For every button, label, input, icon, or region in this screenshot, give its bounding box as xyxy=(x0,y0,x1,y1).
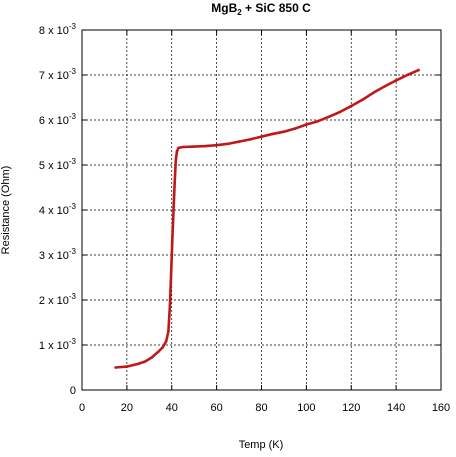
data-point xyxy=(173,181,176,185)
data-point xyxy=(282,130,286,133)
data-point xyxy=(237,140,241,143)
x-tick-label: 140 xyxy=(387,402,405,414)
title-subscript: 2 xyxy=(237,8,242,17)
data-point xyxy=(248,138,252,141)
data-point xyxy=(150,356,153,359)
data-point xyxy=(327,115,331,119)
data-point xyxy=(164,340,168,343)
data-point xyxy=(383,84,387,88)
y-axis-label: Resistance (Ohm) xyxy=(0,166,12,255)
data-point xyxy=(305,123,308,126)
x-tick-label: 40 xyxy=(166,402,178,414)
data-point xyxy=(174,159,178,162)
x-tick-label: 60 xyxy=(211,402,223,414)
series-line xyxy=(114,68,420,369)
data-point xyxy=(136,362,140,366)
y-tick-label: 0 xyxy=(70,385,76,397)
data-point xyxy=(394,79,398,82)
data-point xyxy=(417,68,420,72)
data-point xyxy=(192,145,196,148)
data-point xyxy=(172,208,175,212)
title-main: MgB xyxy=(211,1,237,15)
data-point xyxy=(143,360,147,363)
x-tick-label: 160 xyxy=(432,402,450,414)
data-point xyxy=(170,267,173,270)
chart-title: MgB2 + SiC 850 C xyxy=(211,1,311,17)
data-point xyxy=(316,120,319,123)
data-point xyxy=(125,365,129,368)
data-point xyxy=(167,330,170,333)
y-axis-ticks: 0 1 x 10-3 2 x 10-3 3 x 10-3 4 x 10-3 5 x 10-… xyxy=(39,22,441,397)
data-point xyxy=(215,143,218,147)
series-group xyxy=(114,68,420,369)
x-tick-label: 120 xyxy=(342,402,360,414)
data-point xyxy=(161,345,165,349)
data-point xyxy=(349,104,353,108)
data-point xyxy=(406,73,409,77)
data-point xyxy=(171,235,174,239)
x-axis-ticks: 0 20 40 60 80 100 120 140 160 xyxy=(79,30,450,414)
data-point xyxy=(260,135,263,138)
data-point xyxy=(361,98,364,102)
x-tick-label: 20 xyxy=(121,402,133,414)
y-tick-label: 6 x 10-3 xyxy=(39,112,77,127)
y-tick-label: 1 x 10-3 xyxy=(39,337,77,352)
data-point xyxy=(372,91,375,94)
y-tick-label: 4 x 10-3 xyxy=(39,202,77,217)
data-point xyxy=(204,144,207,148)
y-tick-label: 2 x 10-3 xyxy=(39,292,77,307)
data-point xyxy=(293,127,297,130)
y-tick-label: 3 x 10-3 xyxy=(39,247,77,262)
x-tick-label: 80 xyxy=(255,402,267,414)
data-point xyxy=(181,145,185,149)
title-rest: + SiC 850 C xyxy=(242,1,311,15)
data-point xyxy=(114,366,117,369)
data-point xyxy=(226,142,230,146)
y-tick-label: 8 x 10-3 xyxy=(39,22,77,37)
grid-lines xyxy=(82,30,441,390)
data-point xyxy=(175,150,179,153)
x-tick-label: 100 xyxy=(297,402,315,414)
data-point xyxy=(168,303,172,306)
chart-title-text: MgB2 + SiC 850 C xyxy=(211,1,311,17)
x-tick-label: 0 xyxy=(79,402,85,414)
y-tick-label: 7 x 10-3 xyxy=(39,67,77,82)
data-point xyxy=(177,146,180,150)
data-point xyxy=(271,132,275,136)
x-axis-label: Temp (K) xyxy=(239,439,284,451)
data-point xyxy=(338,110,342,114)
data-point xyxy=(156,350,160,354)
y-tick-label: 5 x 10-3 xyxy=(39,157,77,172)
